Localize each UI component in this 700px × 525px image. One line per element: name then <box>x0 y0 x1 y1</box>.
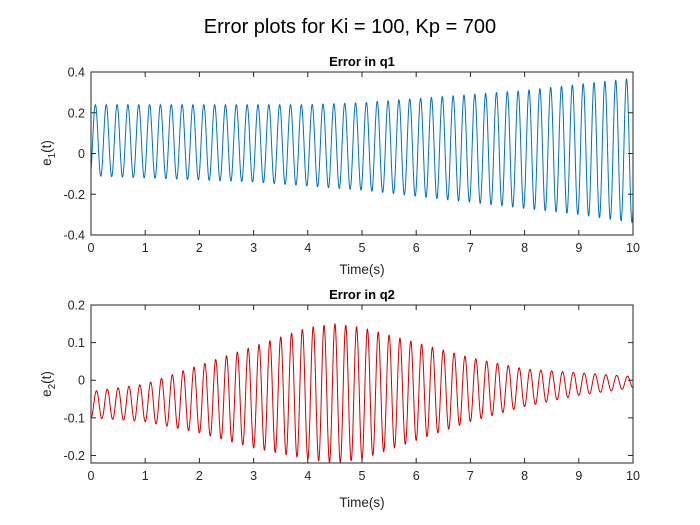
y-tick-label: 0.2 <box>68 299 85 313</box>
subplot-title: Error in q2 <box>329 287 395 302</box>
y-tick-label: 0.2 <box>68 106 85 120</box>
y-ticks: -0.2 -0.1 0 0.1 0.2 <box>63 299 633 463</box>
y-tick-label: 0 <box>78 374 85 388</box>
y-axis-label: e2(t) <box>39 371 58 397</box>
series-line-0 <box>90 78 634 223</box>
axes-box <box>90 304 634 464</box>
x-tick-label: 9 <box>575 241 582 255</box>
x-tick-label: 1 <box>142 469 149 483</box>
y-label-subscript: 1 <box>47 152 58 158</box>
x-tick-label: 6 <box>413 241 420 255</box>
x-tick-label: 6 <box>413 469 420 483</box>
y-tick-label: -0.2 <box>63 188 85 202</box>
x-ticks: 0 1 2 3 4 5 6 7 8 9 10 <box>88 305 640 483</box>
y-label-base: e <box>39 158 54 166</box>
x-tick-label: 3 <box>250 469 257 483</box>
x-tick-label: 0 <box>88 469 95 483</box>
y-tick-label: 0 <box>78 147 85 161</box>
x-tick-label: 9 <box>575 469 582 483</box>
x-tick-label: 8 <box>521 469 528 483</box>
y-label-suffix: (t) <box>39 371 54 384</box>
series-line-0 <box>90 323 634 463</box>
subplot-error-q1: Error in q1 0 1 2 3 4 5 6 7 8 9 10 -0.4 -0.2 0 0.2 0.4… <box>39 54 640 277</box>
x-tick-label: 7 <box>467 241 474 255</box>
x-axis-label: Time(s) <box>339 495 384 510</box>
y-label-subscript: 2 <box>47 383 58 389</box>
y-axis-label: e1(t) <box>39 140 58 166</box>
figure-title: Error plots for Ki = 100, Kp = 700 <box>204 16 496 38</box>
y-tick-label: -0.2 <box>63 449 85 463</box>
x-tick-label: 3 <box>250 241 257 255</box>
x-tick-label: 2 <box>196 241 203 255</box>
x-tick-label: 4 <box>304 241 311 255</box>
x-tick-label: 10 <box>626 241 640 255</box>
subplot-title: Error in q1 <box>329 54 395 69</box>
x-tick-label: 1 <box>142 241 149 255</box>
x-tick-label: 5 <box>359 469 366 483</box>
x-tick-label: 8 <box>521 241 528 255</box>
y-tick-label: 0.1 <box>68 336 85 350</box>
y-tick-label: -0.4 <box>63 229 85 243</box>
series-layer <box>90 78 634 223</box>
x-ticks: 0 1 2 3 4 5 6 7 8 9 10 <box>88 72 640 255</box>
x-tick-label: 4 <box>304 469 311 483</box>
y-tick-label: -0.1 <box>63 411 85 425</box>
y-ticks: -0.4 -0.2 0 0.2 0.4 <box>63 66 633 243</box>
subplot-error-q2: Error in q2 0 1 2 3 4 5 6 7 8 9 10 -0.2 -0.1 0 0.1 0.2… <box>39 287 640 510</box>
y-label-suffix: (t) <box>39 140 54 153</box>
x-tick-label: 2 <box>196 469 203 483</box>
series-layer <box>90 323 634 463</box>
x-tick-label: 0 <box>88 241 95 255</box>
y-tick-label: 0.4 <box>68 66 85 80</box>
y-label-base: e <box>39 389 54 397</box>
x-tick-label: 7 <box>467 469 474 483</box>
x-tick-label: 10 <box>626 469 640 483</box>
x-axis-label: Time(s) <box>339 262 384 277</box>
x-tick-label: 5 <box>359 241 366 255</box>
